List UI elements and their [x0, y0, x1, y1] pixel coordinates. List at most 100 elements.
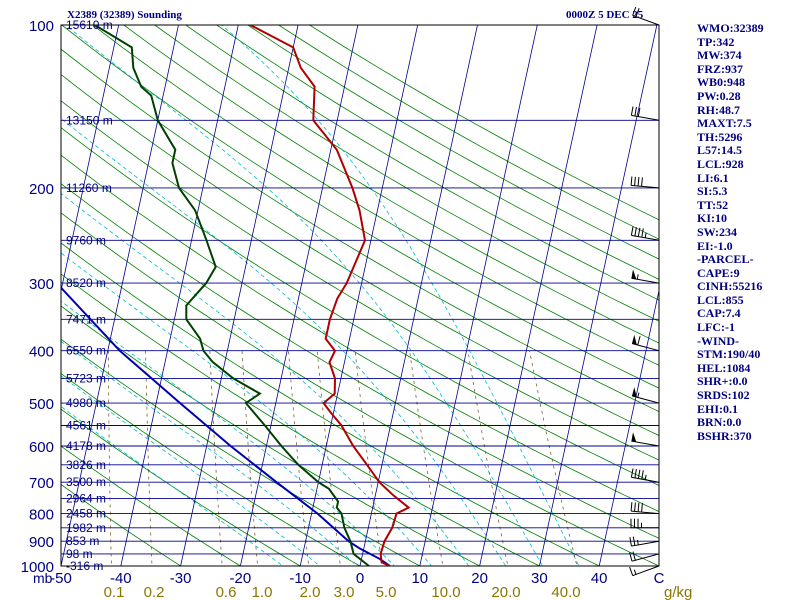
dry-adiabat-line: [61, 74, 659, 436]
isotherm-line: [120, 25, 239, 566]
mixing-ratio-label: 20.0: [491, 584, 520, 600]
pressure-tick-label: 300: [29, 276, 54, 293]
wind-barb-flag: [629, 552, 633, 562]
wind-barb: [632, 6, 660, 26]
wind-barb-half-flag: [637, 539, 639, 545]
dry-adiabat-line: [61, 273, 541, 566]
dry-adiabat-line: [61, 100, 659, 461]
pressure-tick-label: 200: [29, 181, 54, 198]
sounding-profiles: [61, 25, 411, 566]
mixing-ratio-label: 3.0: [334, 584, 355, 600]
height-label: 8520 m: [66, 276, 106, 290]
moist-adiabat-line: [221, 25, 580, 566]
wind-barb-flag: [629, 566, 634, 576]
height-label: 13150 m: [66, 113, 113, 127]
dry-adiabat-line: [61, 127, 659, 486]
height-label: 1982 m: [66, 521, 106, 535]
wind-barbs: [629, 6, 660, 577]
stat-item: TH:5296: [697, 129, 743, 144]
pressure-tick-label: 700: [29, 475, 54, 492]
dry-adiabat-line: [247, 25, 659, 260]
pressure-tick-label: 900: [29, 534, 54, 551]
temperature-tick-label: -30: [170, 570, 192, 587]
wind-barb-flag: [629, 537, 632, 547]
isotherm-line: [61, 25, 120, 293]
parcel-trace: [61, 286, 391, 566]
mixing-ratio-label: 0.1: [104, 584, 125, 600]
dry-adiabat-line: [61, 305, 481, 566]
stat-item: SRDS:102: [697, 388, 750, 403]
stat-item: LI:6.1: [697, 170, 729, 185]
mixing-ratio-line: [529, 350, 578, 566]
wind-barb: [629, 551, 660, 562]
height-label: 4980 m: [66, 396, 106, 410]
wind-barb-flag: [630, 176, 633, 186]
mixing-ratio-line: [145, 350, 153, 566]
wind-barb: [631, 269, 660, 284]
axis-labels: 15610 m 13150 m 11260 m 9760 m 8520 m 7471 m 6…: [21, 18, 693, 600]
pressure-tick-label: 400: [29, 344, 54, 361]
wind-barb-flag: [634, 469, 637, 478]
mixing-ratio-line: [409, 350, 444, 566]
mixing-ratio-label: 1.0: [252, 584, 273, 600]
stat-item: LCL:855: [697, 292, 744, 307]
dry-adiabat-line: [92, 25, 659, 366]
height-label: 2964 m: [66, 491, 106, 505]
stat-item: TP:342: [697, 34, 735, 49]
wind-barb-flag: [634, 107, 637, 117]
pressure-tick-label: 600: [29, 439, 54, 456]
isotherm-line: [299, 25, 419, 566]
wind-barb-flag: [641, 228, 644, 238]
wind-barb-pennant: [632, 334, 637, 345]
wind-barb-staff: [632, 14, 660, 26]
moist-adiabat-line: [61, 193, 470, 566]
isotherm-line: [0, 13, 2, 578]
dry-adiabat-line: [61, 242, 601, 566]
mixing-ratio-label: 40.0: [551, 584, 580, 600]
temperature-tick-label: 40: [591, 570, 608, 587]
isotherm-line: [0, 13, 62, 578]
height-label: 853 m: [66, 534, 99, 548]
wind-barb-flag: [641, 503, 643, 513]
temperature-tick-label: 10: [411, 570, 428, 587]
plot-border: [60, 24, 660, 567]
wind-barb: [630, 518, 659, 529]
height-label: 6550 m: [66, 344, 106, 358]
wind-barb-staff: [631, 540, 660, 547]
stat-item: PW:0.28: [697, 88, 741, 103]
dry-adiabat-line: [61, 183, 659, 539]
wind-barb: [630, 502, 660, 515]
moist-adiabat-line: [61, 118, 507, 566]
wind-barb: [630, 106, 660, 121]
wind-barb-staff: [631, 277, 660, 284]
stat-item: STM:190/40: [697, 347, 761, 362]
stat-item: BRN:0.0: [697, 415, 742, 430]
moist-adiabat-line: [61, 405, 284, 566]
stat-item: WMO:32389: [697, 21, 764, 35]
height-label: -316 m: [66, 559, 103, 573]
wind-barb-flag: [632, 536, 636, 546]
stat-item: L57:14.5: [697, 143, 742, 158]
pressure-tick-label: 1000: [21, 559, 54, 576]
mixing-ratio-line: [467, 350, 509, 566]
stat-item: -PARCEL-: [697, 252, 754, 267]
wind-barb-half-flag: [644, 474, 647, 480]
mixing-ratio-label: 5.0: [376, 584, 397, 600]
wind-barb-flag: [637, 177, 640, 187]
wind-barb-pennant: [632, 387, 637, 398]
wind-barb-pennant: [631, 269, 637, 280]
temperature-tick-label: -40: [110, 570, 132, 587]
wind-barb-flag: [641, 177, 643, 187]
mixing-ratio-line: [241, 350, 258, 566]
moist-adiabat-line: [61, 375, 321, 566]
temperature-trace: [249, 25, 411, 566]
stat-item: SI:5.3: [697, 184, 728, 199]
stat-item: CAPE:9: [697, 265, 740, 280]
temperature-tick-label: -20: [230, 570, 252, 587]
wind-barb: [631, 334, 660, 352]
mixing-ratio-line: [209, 350, 223, 566]
stat-item: EI:-1.0: [697, 238, 733, 253]
wind-barb-flag: [630, 226, 634, 236]
isotherm-line: [419, 25, 538, 566]
height-label: 3500 m: [66, 475, 106, 489]
